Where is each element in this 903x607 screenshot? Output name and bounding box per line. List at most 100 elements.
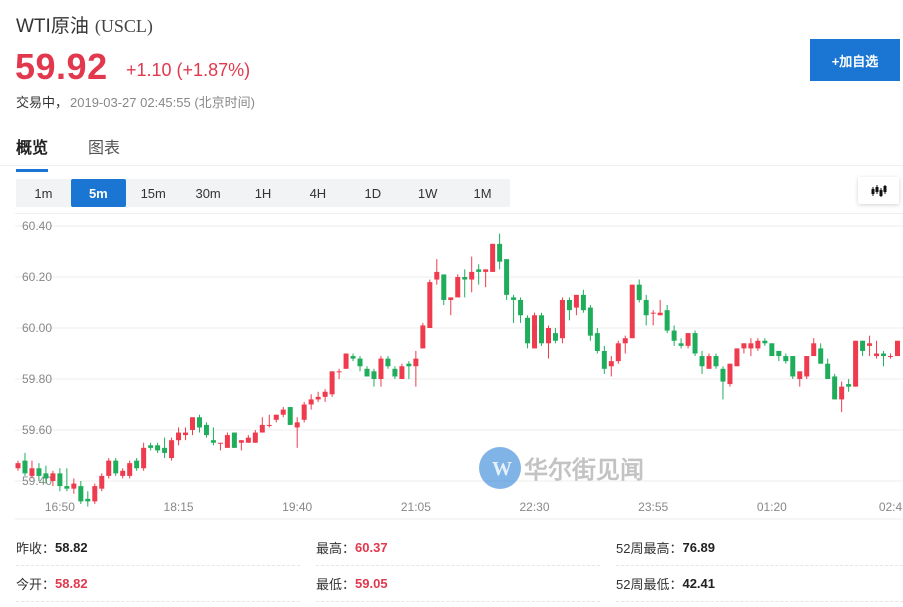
instrument-name: WTI原油 [16, 16, 89, 37]
candle-body [881, 353, 887, 357]
candle-body [650, 312, 656, 314]
candle-body [378, 358, 384, 379]
instrument-code: (USCL) [94, 16, 153, 36]
candle-body [713, 356, 719, 367]
candle-body [169, 440, 175, 459]
candle-body [762, 340, 768, 344]
chart-type-button[interactable] [858, 177, 899, 204]
timestamp: 2019-03-27 02:45:55 (北京时间) [70, 95, 255, 110]
candle-body [699, 356, 705, 367]
status-text: 交易中， [16, 95, 69, 110]
stat-label: 昨收： [16, 541, 56, 556]
candle-body [294, 422, 300, 428]
tab-overview[interactable]: 概览 [16, 134, 49, 172]
x-tick-label: 01:20 [757, 500, 787, 514]
candle-body [601, 350, 607, 369]
candle-body [685, 333, 691, 346]
candle-body [322, 391, 328, 397]
tab-chart[interactable]: 图表 [88, 140, 121, 157]
interval-30m[interactable]: 30m [195, 185, 221, 201]
candle-body [92, 486, 98, 502]
candle-body [511, 297, 517, 300]
candle-body [706, 356, 712, 369]
candle-body [545, 328, 551, 344]
candle-body [608, 361, 614, 367]
stat-value: 58.82 [55, 540, 88, 555]
x-tick-label: 23:55 [638, 500, 668, 514]
stat-low: 最低： 59.05 [316, 566, 600, 602]
candle-body [71, 483, 77, 489]
interval-1h[interactable]: 1H [254, 185, 272, 201]
candle-body [176, 432, 182, 441]
candle-body [776, 350, 782, 357]
y-tick-label: 60.00 [22, 321, 52, 335]
candle-body [336, 371, 342, 373]
candle-body [874, 353, 880, 357]
candle-body [420, 325, 426, 349]
candle-body [78, 486, 84, 502]
candle-body [441, 274, 447, 300]
interval-1mo[interactable]: 1M [473, 185, 492, 201]
stat-value: 59.05 [355, 576, 388, 591]
candle-body [490, 243, 496, 272]
candle-body [190, 417, 195, 430]
candle-body [615, 343, 621, 362]
candle-body [252, 432, 258, 443]
candle-body [224, 435, 230, 448]
candle-body [790, 356, 796, 377]
candle-body [867, 343, 873, 346]
candle-body [825, 363, 831, 379]
candle-body [50, 473, 56, 481]
candle-body [853, 340, 859, 387]
candle-body [804, 356, 810, 377]
last-price: 59.92 [15, 46, 108, 87]
interval-1d[interactable]: 1D [364, 185, 382, 201]
candle-body [783, 356, 789, 362]
candle-body [580, 294, 586, 311]
candle-body [629, 284, 635, 339]
candle-body [888, 356, 893, 358]
x-tick-label: 22:30 [520, 500, 550, 514]
trading-status: 交易中， 2019-03-27 02:45:55 (北京时间) [16, 92, 255, 111]
candle-body [106, 460, 112, 476]
candle-body [594, 333, 600, 351]
candle-body [559, 299, 565, 339]
interval-4h[interactable]: 4H [309, 185, 327, 201]
candle-body [769, 343, 775, 357]
interval-1m[interactable]: 1m [34, 185, 53, 201]
candle-body [350, 356, 356, 359]
candle-body [832, 376, 838, 400]
candle-body [280, 409, 286, 415]
watermark-logo-letter: W [492, 458, 512, 480]
candle-body [120, 470, 126, 476]
chart-top-border [15, 213, 903, 214]
candle-body [99, 475, 105, 489]
candle-body [127, 463, 133, 476]
tab-bar: 概览 图表 [0, 128, 903, 172]
interval-1w[interactable]: 1W [417, 185, 438, 201]
candle-body [727, 363, 733, 385]
x-tick-label: 02:4 [879, 500, 903, 514]
candle-body [839, 386, 845, 400]
stat-open: 今开： 58.82 [16, 566, 300, 602]
candle-body [860, 340, 866, 351]
add-watchlist-button[interactable]: +加自选 [810, 39, 900, 81]
candle-body [287, 407, 293, 425]
interval-15m[interactable]: 15m [140, 185, 166, 201]
candle-body [657, 312, 663, 316]
stat-high: 最高： 60.37 [316, 530, 600, 566]
x-tick-label: 16:50 [45, 500, 75, 514]
candle-body [734, 348, 740, 367]
y-tick-label: 59.60 [22, 423, 52, 437]
candle-body [15, 463, 21, 469]
stat-value: 76.89 [682, 540, 716, 555]
candle-body [539, 315, 544, 344]
candle-body [741, 343, 747, 349]
candle-body [29, 468, 35, 476]
candle-body [483, 269, 489, 272]
interval-5m[interactable]: 5m [70, 179, 126, 207]
candle-body [43, 473, 49, 479]
instrument-title: WTI原油 (USCL) [16, 11, 153, 38]
candle-body [134, 460, 140, 469]
